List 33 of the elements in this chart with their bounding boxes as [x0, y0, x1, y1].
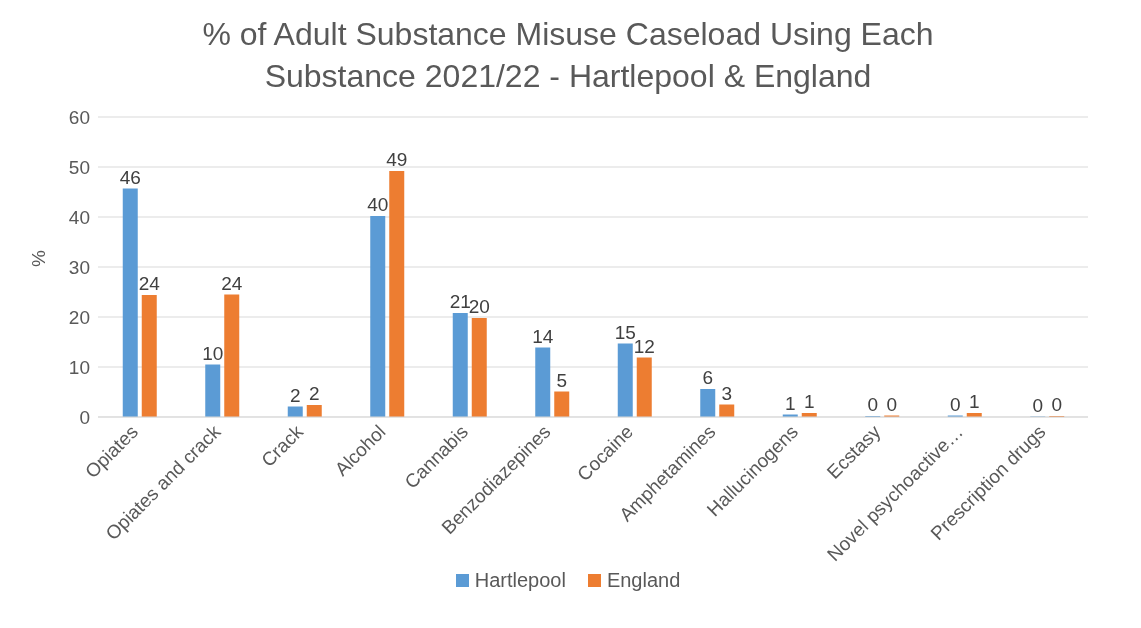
y-tick-label: 20	[68, 306, 90, 328]
data-label: 14	[532, 325, 554, 347]
chart-title: % of Adult Substance Misuse Caseload Using Each Substance 2021/22 - Hartlepool & England	[201, 15, 935, 96]
data-label: 3	[721, 382, 733, 404]
data-label: 46	[119, 166, 141, 188]
data-label: 5	[556, 369, 568, 391]
y-axis-title: %	[27, 250, 49, 268]
data-label: 6	[702, 367, 714, 389]
data-label: 1	[784, 392, 796, 414]
data-label: 0	[949, 393, 961, 415]
data-label: 10	[202, 342, 224, 364]
y-tick-label: 40	[68, 206, 90, 228]
legend-label: England	[606, 569, 681, 593]
data-label: 0	[886, 393, 898, 415]
data-label: 24	[138, 273, 161, 295]
data-label: 1	[968, 391, 980, 413]
y-tick-label: 50	[68, 156, 90, 178]
data-label: 20	[468, 296, 490, 318]
y-tick-label: 60	[68, 106, 90, 128]
legend-label: Hartlepool	[474, 569, 566, 593]
data-label: 1	[803, 391, 815, 413]
data-label: 24	[221, 272, 243, 294]
data-label: 49	[386, 149, 408, 171]
data-label: 0	[1051, 394, 1063, 416]
data-label: 2	[308, 383, 320, 405]
data-label: 40	[367, 194, 389, 216]
y-tick-label: 10	[68, 356, 90, 378]
data-label: 0	[867, 394, 879, 416]
y-tick-label: 0	[79, 406, 90, 428]
data-label: 15	[614, 321, 636, 343]
y-tick-label: 30	[68, 256, 90, 278]
data-label: 0	[1032, 394, 1044, 416]
data-label: 2	[289, 384, 301, 406]
